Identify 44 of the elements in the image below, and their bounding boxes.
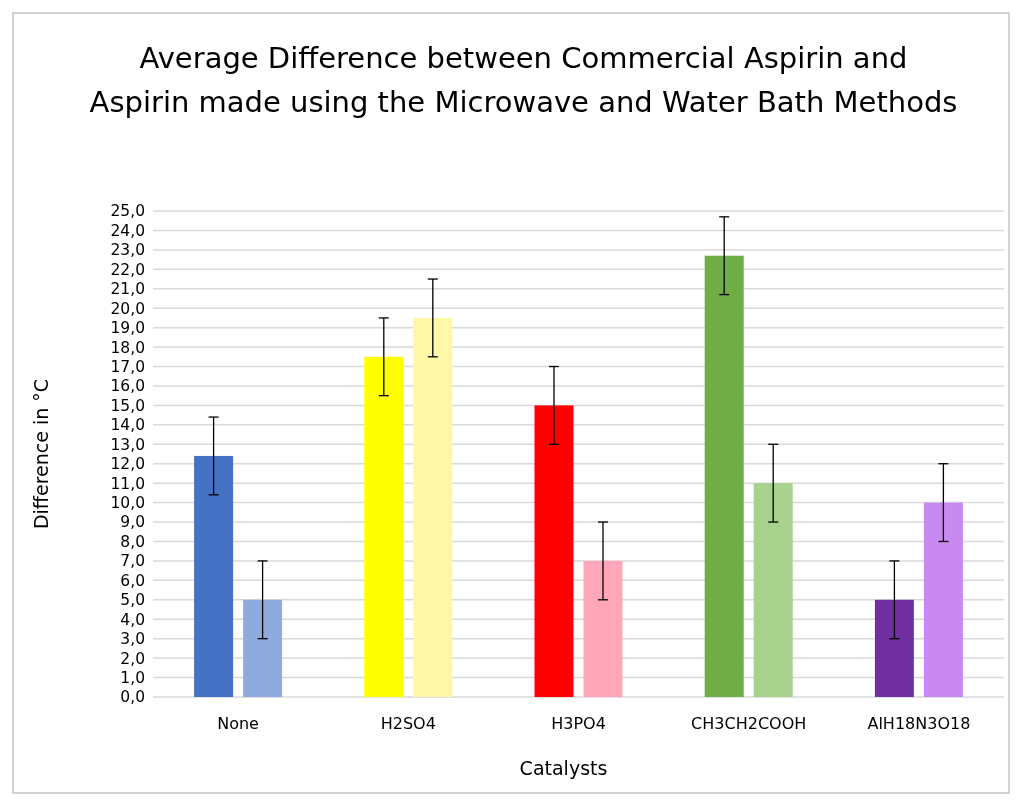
x-tick-label: AlH18N3O18: [867, 714, 971, 733]
y-tick-label: 22,0: [110, 260, 145, 279]
y-tick-label: 10,0: [110, 494, 145, 513]
y-tick-label: 5,0: [120, 591, 145, 610]
y-tick-label: 0,0: [120, 688, 145, 707]
y-tick-label: 9,0: [120, 513, 145, 532]
chart-title: Average Difference between Commercial Aspirin and Aspirin made using the Microwave and Water Bath Methods: [89, 41, 958, 119]
y-tick-label: 1,0: [120, 668, 145, 687]
y-tick-label: 8,0: [120, 532, 145, 551]
bar: [534, 405, 574, 697]
y-tick-label: 20,0: [110, 299, 145, 318]
bar: [413, 317, 453, 697]
y-tick-label: 2,0: [120, 649, 145, 668]
y-tick-label: 7,0: [120, 552, 145, 571]
y-tick-label: 24,0: [110, 221, 145, 240]
y-tick-label: 4,0: [120, 610, 145, 629]
y-tick-label: 23,0: [110, 241, 145, 260]
bar: [923, 502, 963, 697]
y-tick-label: 12,0: [110, 455, 145, 474]
x-tick-label: H2SO4: [380, 714, 436, 733]
x-tick-label: H3PO4: [551, 714, 606, 733]
x-tick-label: CH3CH2COOH: [691, 714, 807, 733]
y-tick-label: 21,0: [110, 280, 145, 299]
y-tick-label: 18,0: [110, 338, 145, 357]
y-tick-label: 13,0: [110, 435, 145, 454]
y-tick-label: 14,0: [110, 416, 145, 435]
bar: [583, 560, 623, 697]
x-axis-title: Catalysts: [519, 757, 608, 779]
y-tick-label: 11,0: [110, 474, 145, 493]
bar: [364, 356, 404, 697]
y-tick-label: 3,0: [120, 630, 145, 649]
x-tick-label: None: [217, 714, 259, 733]
bar: [874, 599, 914, 697]
bar: [194, 455, 234, 697]
bar: [753, 483, 793, 697]
y-tick-label: 17,0: [110, 357, 145, 376]
y-tick-label: 25,0: [110, 202, 145, 221]
y-axis-title: Difference in °C: [30, 378, 52, 530]
bar: [243, 599, 283, 697]
y-tick-label: 19,0: [110, 319, 145, 338]
y-tick-label: 15,0: [110, 396, 145, 415]
bar: [704, 255, 744, 697]
y-tick-label: 6,0: [120, 571, 145, 590]
y-tick-label: 16,0: [110, 377, 145, 396]
